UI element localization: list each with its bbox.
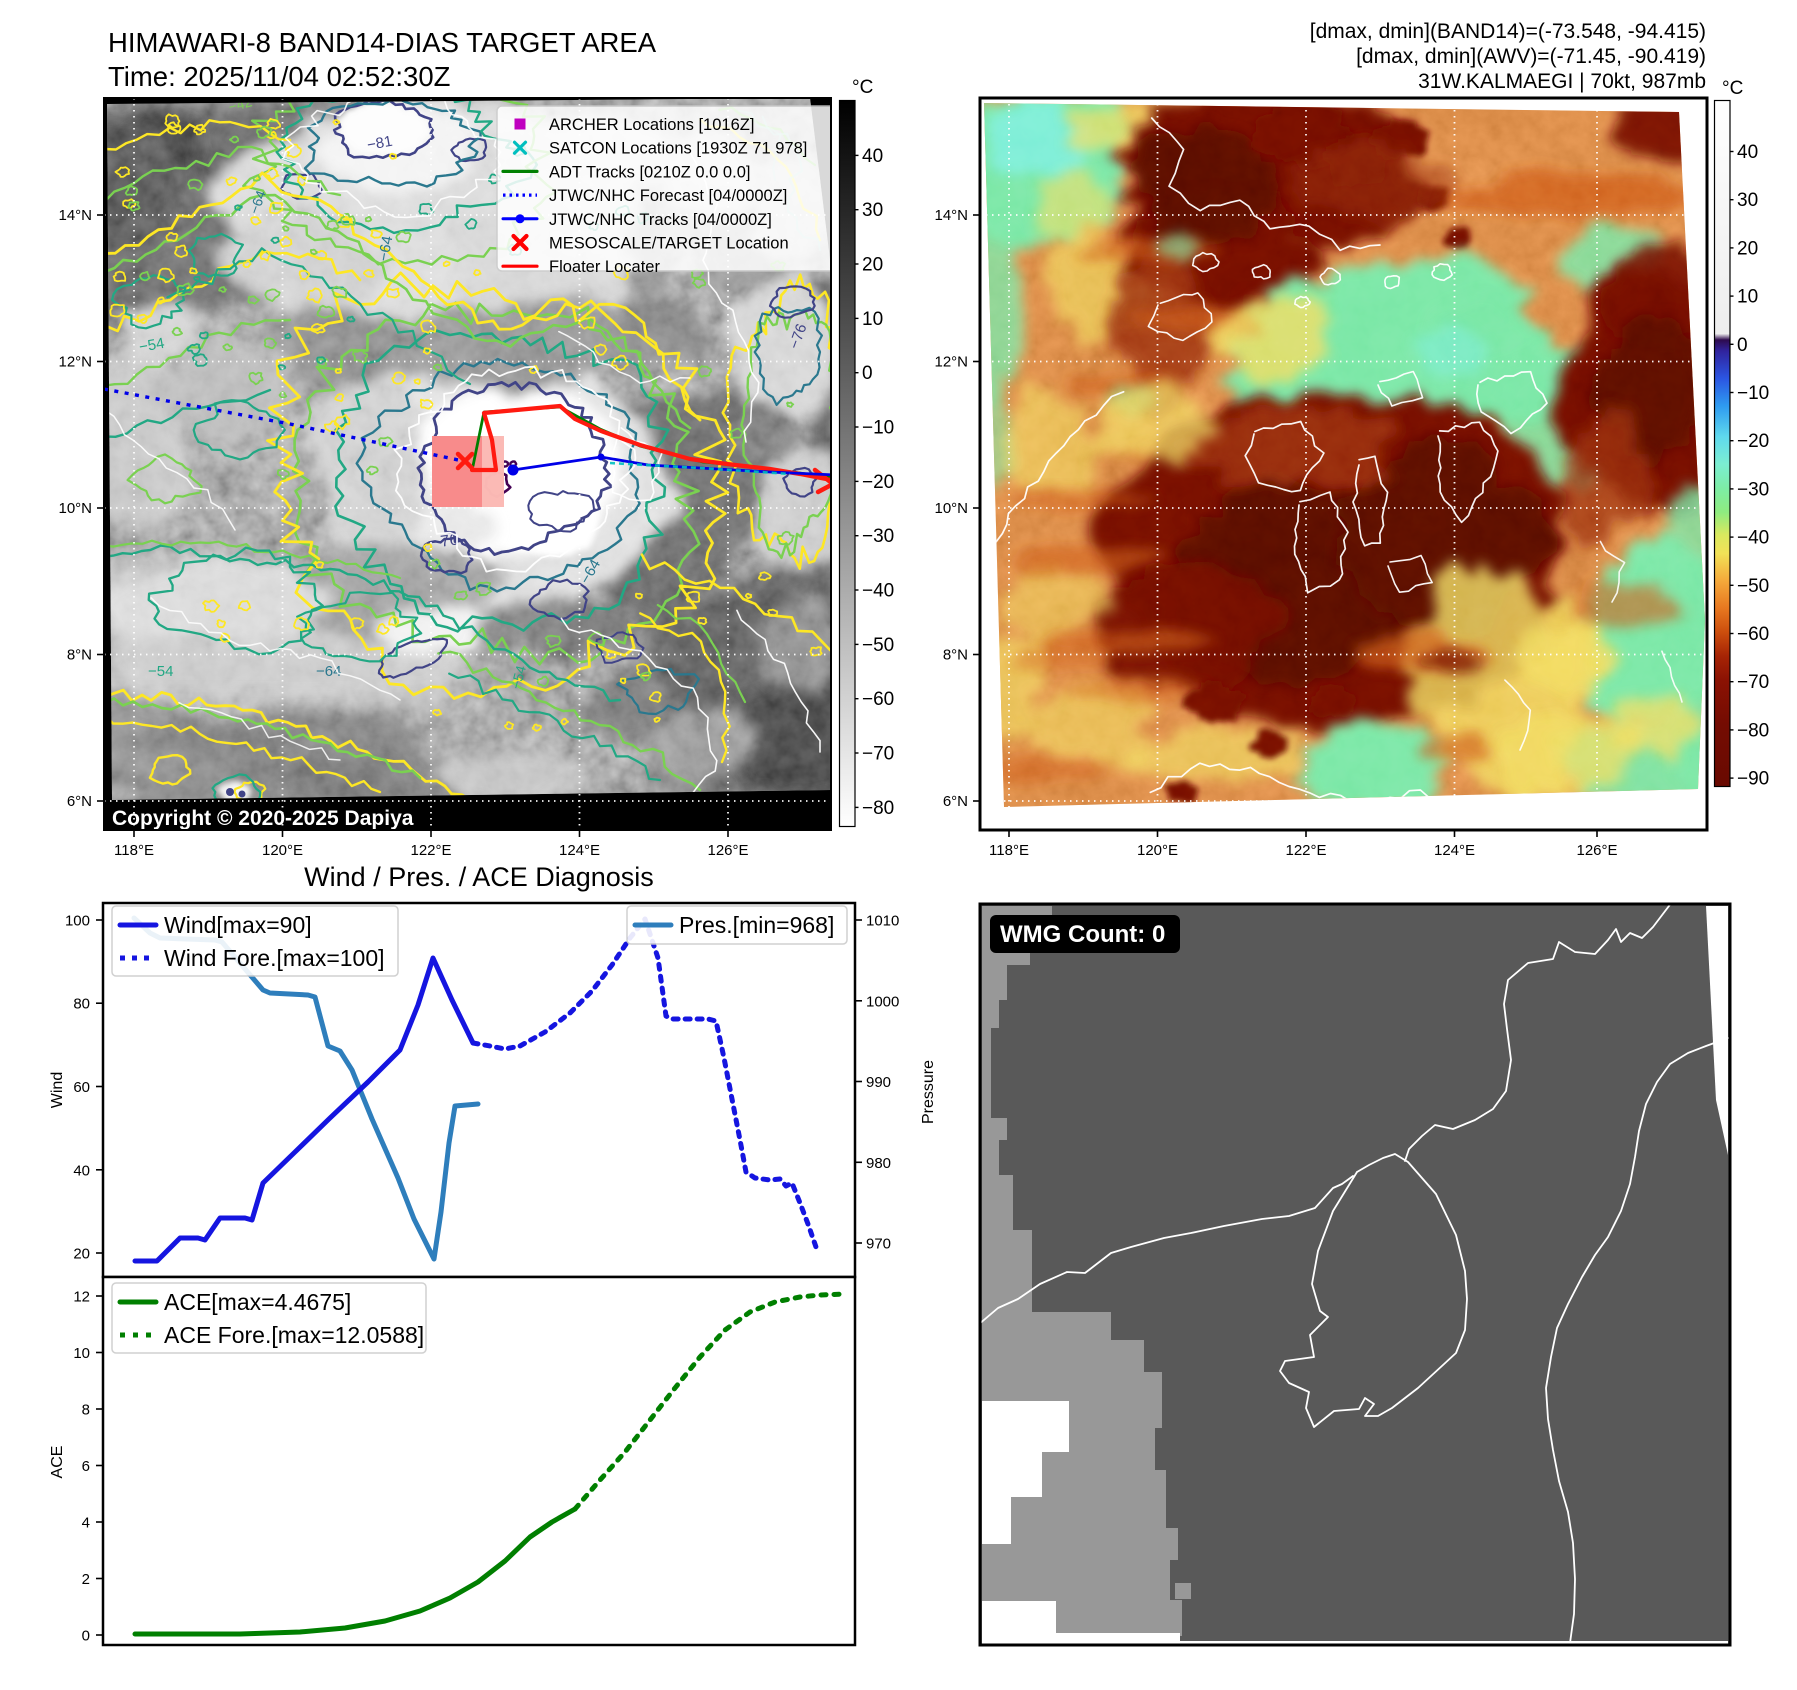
svg-text:−30: −30 (862, 526, 894, 547)
svg-text:[dmax, dmin](BAND14)=(-73.548,: [dmax, dmin](BAND14)=(-73.548, -94.415) (1310, 20, 1706, 43)
svg-text:−76: −76 (430, 531, 459, 552)
svg-text:−10: −10 (862, 418, 894, 439)
svg-text:SATCON Locations [1930Z 71 978: SATCON Locations [1930Z 71 978] (549, 140, 807, 158)
svg-text:2: 2 (82, 1571, 90, 1588)
svg-text:80: 80 (73, 996, 90, 1013)
svg-text:12°N: 12°N (58, 354, 92, 371)
svg-text:1010: 1010 (866, 913, 899, 930)
svg-text:−64: −64 (375, 235, 396, 263)
svg-text:6°N: 6°N (943, 793, 968, 810)
svg-text:−54: −54 (138, 335, 166, 356)
svg-text:124°E: 124°E (559, 842, 600, 859)
svg-text:10: 10 (73, 1345, 90, 1362)
svg-text:12°N: 12°N (934, 354, 968, 371)
svg-text:ACE: ACE (49, 1446, 66, 1479)
svg-text:12: 12 (73, 1289, 90, 1306)
svg-text:6°N: 6°N (67, 793, 92, 810)
svg-text:8°N: 8°N (67, 647, 92, 664)
svg-text:8°N: 8°N (943, 647, 968, 664)
svg-text:118°E: 118°E (989, 842, 1029, 859)
svg-text:20: 20 (862, 255, 883, 276)
svg-text:40: 40 (1737, 142, 1758, 163)
svg-text:100: 100 (65, 913, 90, 930)
svg-text:−60: −60 (862, 689, 894, 710)
svg-text:ACE Fore.[max=12.0588]: ACE Fore.[max=12.0588] (164, 1322, 424, 1348)
svg-text:990: 990 (866, 1074, 891, 1091)
svg-text:0: 0 (862, 363, 873, 384)
svg-text:−40: −40 (1737, 528, 1769, 549)
svg-text:124°E: 124°E (1434, 842, 1475, 859)
svg-text:HIMAWARI-8 BAND14-DIAS TARGET: HIMAWARI-8 BAND14-DIAS TARGET AREA (108, 27, 657, 58)
svg-text:−30: −30 (1737, 479, 1769, 500)
svg-text:Pressure: Pressure (920, 1060, 937, 1124)
svg-text:−20: −20 (862, 472, 894, 493)
svg-text:14°N: 14°N (934, 207, 968, 224)
svg-text:−80: −80 (1737, 720, 1769, 741)
svg-text:30: 30 (862, 200, 883, 221)
svg-text:ACE[max=4.4675]: ACE[max=4.4675] (164, 1289, 351, 1315)
svg-text:JTWC/NHC Forecast [04/0000Z]: JTWC/NHC Forecast [04/0000Z] (549, 187, 787, 205)
svg-text:JTWC/NHC Tracks [04/0000Z]: JTWC/NHC Tracks [04/0000Z] (549, 211, 772, 229)
svg-text:Time: 2025/11/04 02:52:30Z: Time: 2025/11/04 02:52:30Z (108, 61, 450, 92)
svg-text:−54: −54 (148, 663, 173, 680)
svg-text:−70: −70 (1737, 672, 1769, 693)
svg-text:970: 970 (866, 1236, 891, 1253)
svg-text:Floater Locater: Floater Locater (549, 258, 660, 276)
svg-text:°C: °C (1722, 78, 1743, 99)
svg-text:0: 0 (82, 1628, 90, 1645)
svg-text:4: 4 (82, 1515, 90, 1532)
svg-text:14°N: 14°N (58, 207, 92, 224)
svg-text:120°E: 120°E (1137, 842, 1178, 859)
svg-text:ADT Tracks [0210Z 0.0 0.0]: ADT Tracks [0210Z 0.0 0.0] (549, 163, 750, 181)
svg-text:10: 10 (862, 309, 883, 330)
svg-text:−64: −64 (246, 188, 269, 216)
svg-text:−10: −10 (1737, 383, 1769, 404)
svg-text:10: 10 (1737, 287, 1758, 308)
svg-text:−40: −40 (862, 581, 894, 602)
svg-text:Wind[max=90]: Wind[max=90] (164, 912, 312, 938)
svg-text:980: 980 (866, 1155, 891, 1172)
svg-text:−50: −50 (862, 635, 894, 656)
svg-text:Wind / Pres. / ACE Diagnosis: Wind / Pres. / ACE Diagnosis (304, 862, 654, 892)
svg-text:MESOSCALE/TARGET Location: MESOSCALE/TARGET Location (549, 235, 789, 253)
svg-text:122°E: 122°E (410, 842, 451, 859)
svg-text:−70: −70 (862, 744, 894, 765)
svg-text:−20: −20 (1737, 431, 1769, 452)
svg-text:Wind Fore.[max=100]: Wind Fore.[max=100] (164, 945, 385, 971)
svg-text:122°E: 122°E (1285, 842, 1326, 859)
svg-text:ARCHER Locations [1016Z]: ARCHER Locations [1016Z] (549, 116, 754, 134)
svg-text:126°E: 126°E (707, 842, 748, 859)
svg-text:[dmax, dmin](AWV)=(-71.45, -90: [dmax, dmin](AWV)=(-71.45, -90.419) (1356, 45, 1706, 68)
svg-text:60: 60 (73, 1079, 90, 1096)
svg-text:8: 8 (82, 1402, 90, 1419)
svg-text:WMG Count: 0: WMG Count: 0 (1000, 921, 1165, 948)
svg-text:20: 20 (1737, 238, 1758, 259)
svg-text:−80: −80 (862, 798, 894, 819)
svg-text:Wind: Wind (49, 1072, 66, 1108)
svg-text:−54: −54 (507, 663, 529, 690)
svg-text:118°E: 118°E (114, 842, 154, 859)
svg-text:6: 6 (82, 1458, 90, 1475)
svg-text:10°N: 10°N (58, 500, 92, 517)
svg-text:126°E: 126°E (1576, 842, 1617, 859)
svg-text:°C: °C (852, 77, 873, 98)
svg-text:−60: −60 (1737, 624, 1769, 645)
svg-text:31W.KALMAEGI | 70kt, 987mb: 31W.KALMAEGI | 70kt, 987mb (1418, 70, 1706, 93)
svg-text:Copyright © 2020-2025 Dapiya: Copyright © 2020-2025 Dapiya (112, 807, 414, 830)
svg-text:40: 40 (73, 1162, 90, 1179)
svg-text:120°E: 120°E (262, 842, 303, 859)
svg-text:20: 20 (73, 1246, 90, 1263)
svg-text:10°N: 10°N (934, 500, 968, 517)
svg-text:30: 30 (1737, 190, 1758, 211)
svg-text:Pres.[min=968]: Pres.[min=968] (679, 912, 834, 938)
svg-text:40: 40 (862, 146, 883, 167)
svg-text:−81: −81 (366, 133, 394, 154)
svg-text:−90: −90 (1737, 769, 1769, 790)
svg-text:1000: 1000 (866, 993, 899, 1010)
svg-text:−50: −50 (1737, 576, 1769, 597)
svg-text:0: 0 (1737, 335, 1748, 356)
